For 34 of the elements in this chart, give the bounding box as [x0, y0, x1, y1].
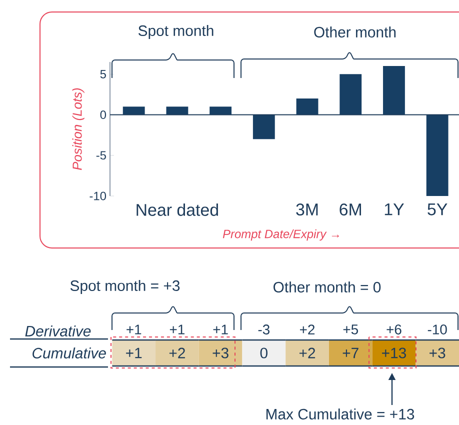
data-label: +1 [170, 324, 184, 334]
x-tick-label: 3M [296, 204, 318, 216]
text: Other month = 0 [274, 282, 381, 292]
x-axis-title: Prompt Date/Expiry → [222, 229, 340, 241]
data-label: +2 [299, 348, 316, 358]
text: Max Cumulative = +13 [266, 408, 414, 420]
data-label: +5 [343, 324, 358, 334]
y-tick-label: 0 [100, 110, 106, 120]
data-label: +3 [212, 348, 228, 358]
text: Spot month [138, 25, 214, 39]
data-label: -10 [428, 324, 447, 334]
data-label: +7 [342, 348, 358, 358]
x-tick-label: 1Y [384, 204, 404, 216]
text: Other month [314, 26, 396, 38]
data-label: -3 [258, 324, 270, 334]
x-tick-label: 5Y [428, 204, 448, 216]
data-label: +3 [430, 348, 446, 358]
data-label: +1 [126, 324, 142, 334]
data-label: +2 [169, 348, 185, 358]
data-label: +1 [213, 324, 228, 334]
data-label: +6 [386, 324, 402, 334]
y-tick-label: Cumulative [32, 348, 106, 358]
y-axis-title: Position (Lots) [72, 88, 84, 170]
text: Derivative [25, 326, 91, 336]
data-label: +13 [382, 348, 406, 358]
text: Spot month = +3 [70, 280, 180, 294]
data-label: +1 [126, 348, 142, 358]
data-label: 0 [260, 348, 268, 358]
y-tick-label: -10 [90, 192, 106, 200]
data-label: +2 [300, 324, 315, 334]
x-tick-label: 6M [340, 204, 361, 216]
y-tick-label: -5 [96, 151, 106, 160]
y-tick-label: 5 [100, 70, 106, 78]
x-tick-label: Near dated [136, 204, 218, 216]
